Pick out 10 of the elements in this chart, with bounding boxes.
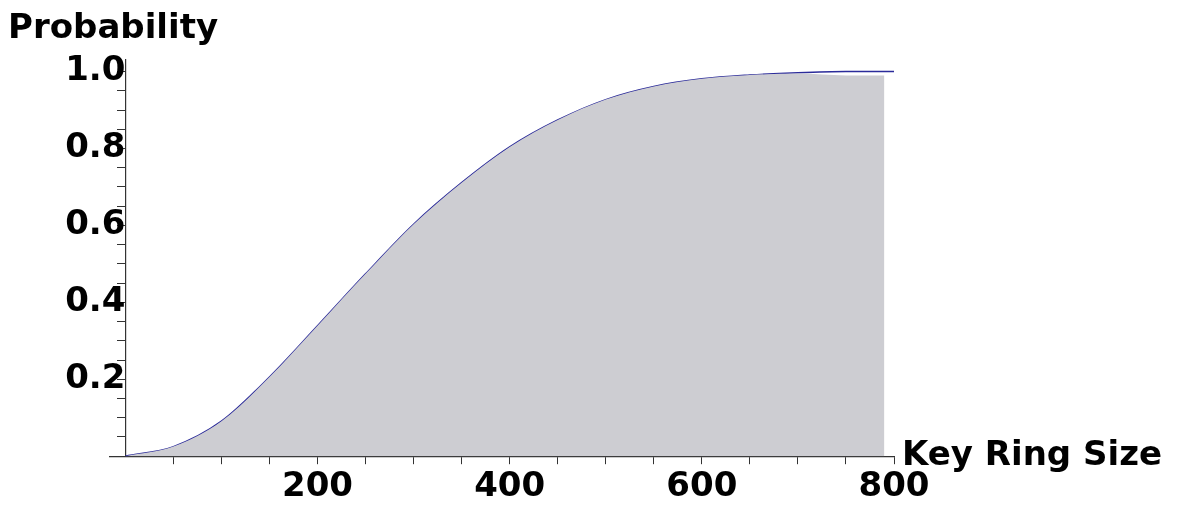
x-tick-label: 800 — [858, 464, 930, 505]
x-tick-label: 600 — [666, 464, 738, 505]
x-tick-label: 200 — [282, 464, 354, 505]
y-tick-label: 1.0 — [65, 48, 126, 89]
x-tick-label: 400 — [474, 464, 546, 505]
y-tick-label: 0.4 — [65, 279, 126, 320]
y-tick-label: 0.6 — [65, 202, 126, 243]
y-tick-label: 0.2 — [65, 356, 126, 397]
y-tick-label: 0.8 — [65, 125, 126, 166]
y-axis-title: Probability — [8, 5, 219, 46]
